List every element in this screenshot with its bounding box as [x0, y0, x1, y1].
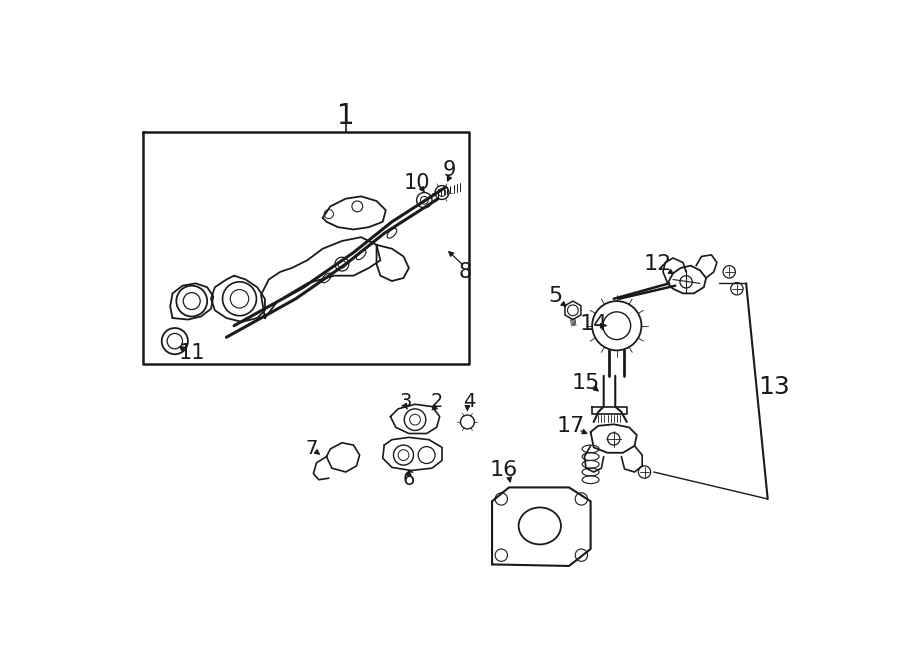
Text: 8: 8 — [458, 262, 472, 282]
Text: 4: 4 — [463, 392, 475, 410]
Text: 12: 12 — [644, 254, 671, 274]
Text: 7: 7 — [305, 440, 318, 459]
Text: 14: 14 — [580, 314, 608, 334]
Text: 11: 11 — [178, 342, 205, 363]
Text: 17: 17 — [556, 416, 585, 436]
Text: 2: 2 — [430, 392, 443, 410]
Text: 13: 13 — [758, 375, 789, 399]
Text: 10: 10 — [404, 173, 430, 193]
Circle shape — [680, 276, 692, 288]
Text: 5: 5 — [548, 286, 562, 307]
Text: 1: 1 — [337, 102, 355, 130]
Text: 6: 6 — [402, 470, 415, 489]
Text: 9: 9 — [443, 160, 456, 180]
Circle shape — [608, 433, 620, 445]
Text: 16: 16 — [490, 461, 518, 481]
Text: 15: 15 — [572, 373, 600, 393]
Text: 3: 3 — [400, 392, 412, 410]
